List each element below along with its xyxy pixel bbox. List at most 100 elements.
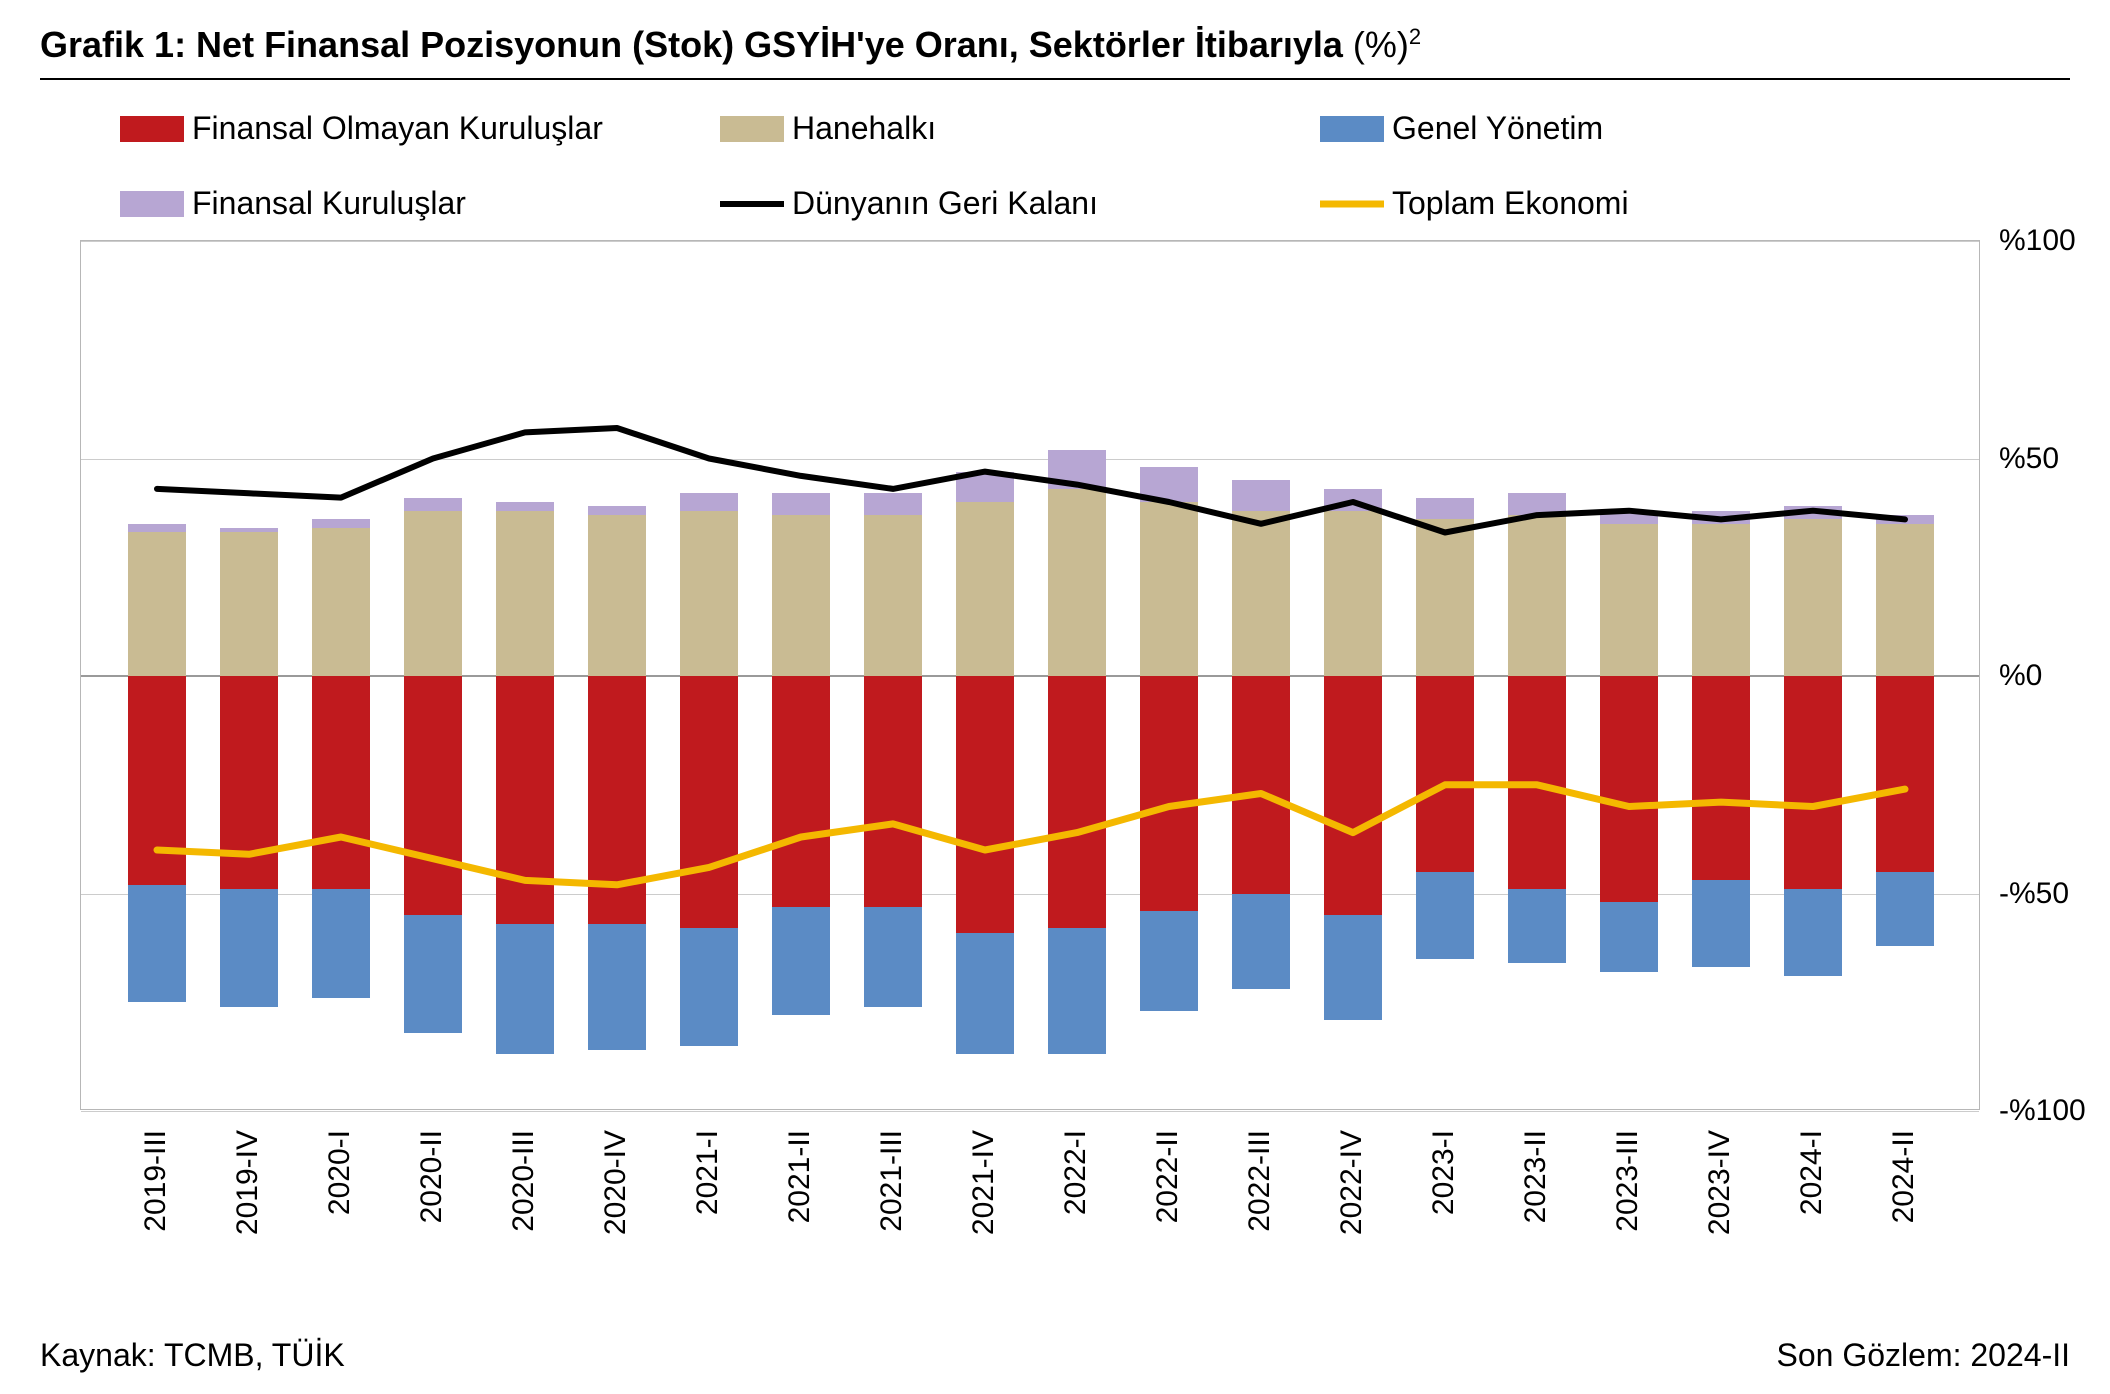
bar-segment-house: [1232, 511, 1289, 676]
bar-segment-nonfin: [772, 676, 829, 907]
bar-group: [1600, 241, 1657, 1109]
bar-group: [1876, 241, 1933, 1109]
legend-label: Hanehalkı: [792, 110, 936, 147]
bar-segment-house: [496, 511, 553, 676]
x-tick-label: 2019-IV: [231, 1130, 265, 1235]
bar-segment-fin: [1140, 467, 1197, 502]
legend-label: Dünyanın Geri Kalanı: [792, 185, 1098, 222]
bar-segment-house: [1876, 524, 1933, 676]
legend: Finansal Olmayan Kuruluşlar Hanehalkı Gene…: [120, 110, 1880, 222]
bar-segment-house: [956, 502, 1013, 676]
bar-segment-fin: [1048, 450, 1105, 489]
bar-segment-fin: [496, 502, 553, 511]
bar-segment-house: [1508, 515, 1565, 676]
x-tick-label: 2022-II: [1151, 1130, 1185, 1223]
bar-segment-gov: [220, 889, 277, 1006]
x-tick-label: 2022-III: [1243, 1130, 1277, 1232]
bars-layer: [81, 241, 1979, 1109]
bar-group: [312, 241, 369, 1109]
legend-item-total: Toplam Ekonomi: [1320, 185, 1880, 222]
chart: %100%50%0-%50-%100 2019-III2019-IV2020-I…: [40, 240, 2070, 1110]
bar-segment-gov: [496, 924, 553, 1055]
bar-segment-fin: [1232, 480, 1289, 510]
bar-segment-nonfin: [312, 676, 369, 889]
legend-item-house: Hanehalkı: [720, 110, 1280, 147]
bar-segment-fin: [1876, 515, 1933, 524]
legend-swatch: [1320, 116, 1384, 142]
bar-group: [1048, 241, 1105, 1109]
bar-segment-fin: [1692, 511, 1749, 524]
bar-segment-fin: [772, 493, 829, 515]
bar-segment-gov: [588, 924, 645, 1050]
legend-item-row: Dünyanın Geri Kalanı: [720, 185, 1280, 222]
legend-label: Genel Yönetim: [1392, 110, 1603, 147]
bar-segment-nonfin: [864, 676, 921, 907]
bar-group: [956, 241, 1013, 1109]
bar-segment-gov: [1784, 889, 1841, 976]
bar-group: [1232, 241, 1289, 1109]
bar-group: [1784, 241, 1841, 1109]
x-tick-label: 2024-I: [1795, 1130, 1829, 1215]
bar-segment-fin: [128, 524, 185, 533]
bar-group: [1692, 241, 1749, 1109]
bar-segment-nonfin: [1048, 676, 1105, 928]
bar-group: [588, 241, 645, 1109]
x-tick-label: 2023-IV: [1703, 1130, 1737, 1235]
bar-group: [404, 241, 461, 1109]
y-tick-label: %50: [1999, 442, 2059, 476]
bar-segment-gov: [1876, 872, 1933, 946]
bar-group: [220, 241, 277, 1109]
x-tick-label: 2019-III: [139, 1130, 173, 1232]
bar-segment-nonfin: [1324, 676, 1381, 915]
bar-segment-nonfin: [1140, 676, 1197, 911]
x-axis-labels: 2019-III2019-IV2020-I2020-II2020-III2020…: [80, 1120, 1980, 1360]
x-tick-label: 2021-II: [783, 1130, 817, 1223]
page: { "title": { "main": "Grafik 1: Net Fina…: [0, 0, 2110, 1394]
bar-segment-house: [1692, 524, 1749, 676]
bar-group: [680, 241, 737, 1109]
bar-segment-fin: [1324, 489, 1381, 511]
bar-segment-gov: [1140, 911, 1197, 1011]
bar-segment-fin: [404, 498, 461, 511]
x-tick-label: 2020-IV: [599, 1130, 633, 1235]
bar-segment-fin: [1784, 506, 1841, 519]
chart-title: Grafik 1: Net Finansal Pozisyonun (Stok)…: [40, 24, 2070, 80]
y-tick-label: %100: [1999, 224, 2076, 258]
bar-segment-house: [588, 515, 645, 676]
bar-segment-nonfin: [1416, 676, 1473, 872]
bar-segment-gov: [864, 907, 921, 1007]
x-tick-label: 2023-II: [1519, 1130, 1553, 1223]
bar-group: [1416, 241, 1473, 1109]
x-tick-label: 2020-III: [507, 1130, 541, 1232]
bar-segment-gov: [772, 907, 829, 1016]
legend-swatch: [120, 191, 184, 217]
x-tick-label: 2022-I: [1059, 1130, 1093, 1215]
x-tick-label: 2021-IV: [967, 1130, 1001, 1235]
bar-segment-fin: [220, 528, 277, 532]
bar-segment-gov: [1048, 928, 1105, 1054]
bar-segment-nonfin: [588, 676, 645, 924]
chart-footer: Kaynak: TCMB, TÜİK Son Gözlem: 2024-II: [40, 1337, 2070, 1374]
bar-segment-house: [864, 515, 921, 676]
bar-segment-house: [220, 532, 277, 676]
x-tick-label: 2023-III: [1611, 1130, 1645, 1232]
bar-group: [1140, 241, 1197, 1109]
bar-segment-nonfin: [1508, 676, 1565, 889]
bar-segment-nonfin: [680, 676, 737, 928]
legend-item-fin: Finansal Kuruluşlar: [120, 185, 680, 222]
x-tick-label: 2021-I: [691, 1130, 725, 1215]
bar-segment-house: [128, 532, 185, 676]
bar-segment-nonfin: [128, 676, 185, 885]
bar-segment-gov: [128, 885, 185, 1002]
legend-label: Finansal Kuruluşlar: [192, 185, 466, 222]
bar-segment-house: [680, 511, 737, 676]
legend-label: Finansal Olmayan Kuruluşlar: [192, 110, 603, 147]
bar-group: [772, 241, 829, 1109]
bar-group: [864, 241, 921, 1109]
bar-segment-gov: [1324, 915, 1381, 1019]
bar-segment-gov: [1416, 872, 1473, 959]
bar-segment-house: [1324, 511, 1381, 676]
chart-title-suffix: (%): [1343, 24, 1409, 65]
bar-segment-house: [404, 511, 461, 676]
bar-segment-house: [312, 528, 369, 676]
